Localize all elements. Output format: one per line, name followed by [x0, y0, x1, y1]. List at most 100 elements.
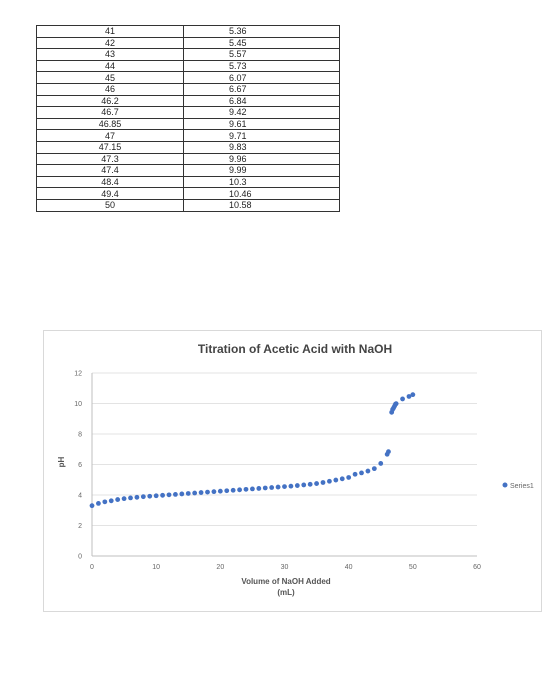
- data-point: [108, 498, 114, 504]
- table-row: 43 5.57: [36, 48, 340, 61]
- legend-marker: [502, 482, 508, 488]
- legend: Series1: [502, 482, 534, 490]
- data-point: [160, 492, 165, 498]
- ph-cell: 5.36: [183, 25, 340, 38]
- table-row: 46.7 9.42: [36, 106, 340, 119]
- ph-cell: 10.46: [183, 187, 340, 200]
- x-tick-label: 40: [345, 564, 353, 571]
- data-point: [96, 500, 101, 506]
- data-point: [134, 494, 140, 500]
- y-tick-label: 10: [74, 401, 82, 408]
- data-point: [179, 491, 185, 497]
- data-point: [166, 492, 172, 498]
- chart-area: Titration of Acetic Acid with NaOH 0 2 4 6 8…: [43, 330, 542, 612]
- x-tick-labels: 0 10 20 30 40 50 60: [90, 564, 481, 571]
- data-point: [147, 493, 153, 499]
- table-row: 41 5.36: [36, 25, 340, 38]
- x-tick-label: 10: [152, 564, 160, 571]
- data-point: [352, 471, 358, 477]
- volume-cell: 46.85: [36, 117, 184, 131]
- data-point: [211, 489, 217, 495]
- x-tick-label: 0: [90, 564, 94, 571]
- ph-cell: 9.99: [183, 164, 340, 177]
- data-point: [339, 476, 345, 482]
- data-point: [237, 487, 242, 493]
- y-axis-title: pH: [57, 456, 66, 467]
- volume-cell: 46.7: [36, 106, 184, 119]
- volume-cell: 41: [36, 25, 184, 38]
- y-tick-label: 8: [78, 432, 82, 439]
- data-point: [400, 396, 405, 402]
- y-tick-label: 4: [78, 493, 82, 500]
- data-point: [128, 495, 133, 501]
- table-row: 46.85 9.61: [36, 117, 340, 131]
- volume-cell: 46.2: [36, 94, 184, 108]
- data-point: [294, 483, 300, 488]
- x-tick-label: 60: [473, 564, 481, 571]
- y-tick-label: 12: [74, 371, 82, 378]
- data-point: [173, 491, 178, 497]
- data-point: [346, 475, 352, 480]
- ph-cell: 5.45: [183, 36, 340, 50]
- ph-cell: 10.3: [183, 175, 340, 189]
- data-point: [262, 485, 268, 491]
- ph-cell: 10.58: [183, 198, 340, 212]
- data-point: [243, 486, 249, 492]
- ph-cell: 5.57: [183, 48, 340, 61]
- x-tick-label: 50: [409, 564, 417, 571]
- data-point: [410, 392, 416, 398]
- legend-label: Series1: [510, 483, 534, 490]
- data-point: [205, 489, 210, 495]
- data-point: [333, 477, 339, 483]
- titration-chart: Titration of Acetic Acid with NaOH 0 2 4 6 8…: [57, 342, 534, 597]
- data-point: [320, 480, 326, 485]
- ph-cell: 6.67: [183, 82, 340, 96]
- x-tick-label: 20: [216, 564, 224, 571]
- chart-title: Titration of Acetic Acid with NaOH: [198, 342, 392, 356]
- ph-cell: 6.07: [183, 71, 340, 84]
- ph-cell: 9.42: [183, 106, 340, 119]
- ph-cell: 9.96: [183, 152, 340, 166]
- x-axis-title-line-1: Volume of NaOH Added: [241, 577, 330, 586]
- volume-cell: 48.4: [36, 175, 184, 189]
- data-point: [192, 490, 198, 496]
- table-row: 47 9.71: [36, 129, 340, 142]
- table-row: 47.3 9.96: [36, 152, 340, 166]
- x-tick-label: 30: [281, 564, 289, 571]
- y-tick-labels: 0 2 4 6 8 10 12: [74, 371, 82, 561]
- table-row: 47.15 9.83: [36, 140, 340, 154]
- table-row: 44 5.73: [36, 59, 340, 73]
- data-point: [359, 470, 364, 476]
- data-point: [386, 449, 391, 455]
- ph-cell: 9.83: [183, 140, 340, 154]
- table-row: 46 6.67: [36, 82, 340, 96]
- data-point: [153, 493, 159, 499]
- data-point: [256, 486, 262, 491]
- data-point: [224, 488, 230, 494]
- volume-cell: 43: [36, 48, 184, 61]
- volume-cell: 47.3: [36, 152, 184, 166]
- data-point: [371, 466, 377, 472]
- data-point: [230, 487, 236, 493]
- data-point: [250, 486, 255, 492]
- volume-cell: 47.4: [36, 164, 184, 177]
- table-row: 48.4 10.3: [36, 175, 340, 189]
- data-point: [314, 481, 319, 486]
- volume-cell: 47: [36, 129, 184, 142]
- ph-cell: 9.61: [183, 117, 340, 131]
- data-point: [115, 497, 121, 502]
- data-point: [102, 499, 108, 505]
- data-point: [365, 468, 371, 474]
- data-point: [217, 488, 223, 494]
- data-point: [140, 494, 146, 500]
- volume-cell: 44: [36, 59, 184, 73]
- data-point: [406, 394, 412, 399]
- volume-cell: 47.15: [36, 140, 184, 154]
- y-tick-label: 2: [78, 523, 82, 530]
- table-row: 50 10.58: [36, 198, 340, 212]
- data-table: 41 5.36 42 5.45 43 5.57 44 5.73 45 6.07 46 6.67 46.2…: [36, 25, 340, 212]
- data-point: [327, 478, 332, 484]
- data-point: [121, 496, 127, 502]
- data-point: [198, 490, 204, 495]
- data-point: [301, 482, 307, 488]
